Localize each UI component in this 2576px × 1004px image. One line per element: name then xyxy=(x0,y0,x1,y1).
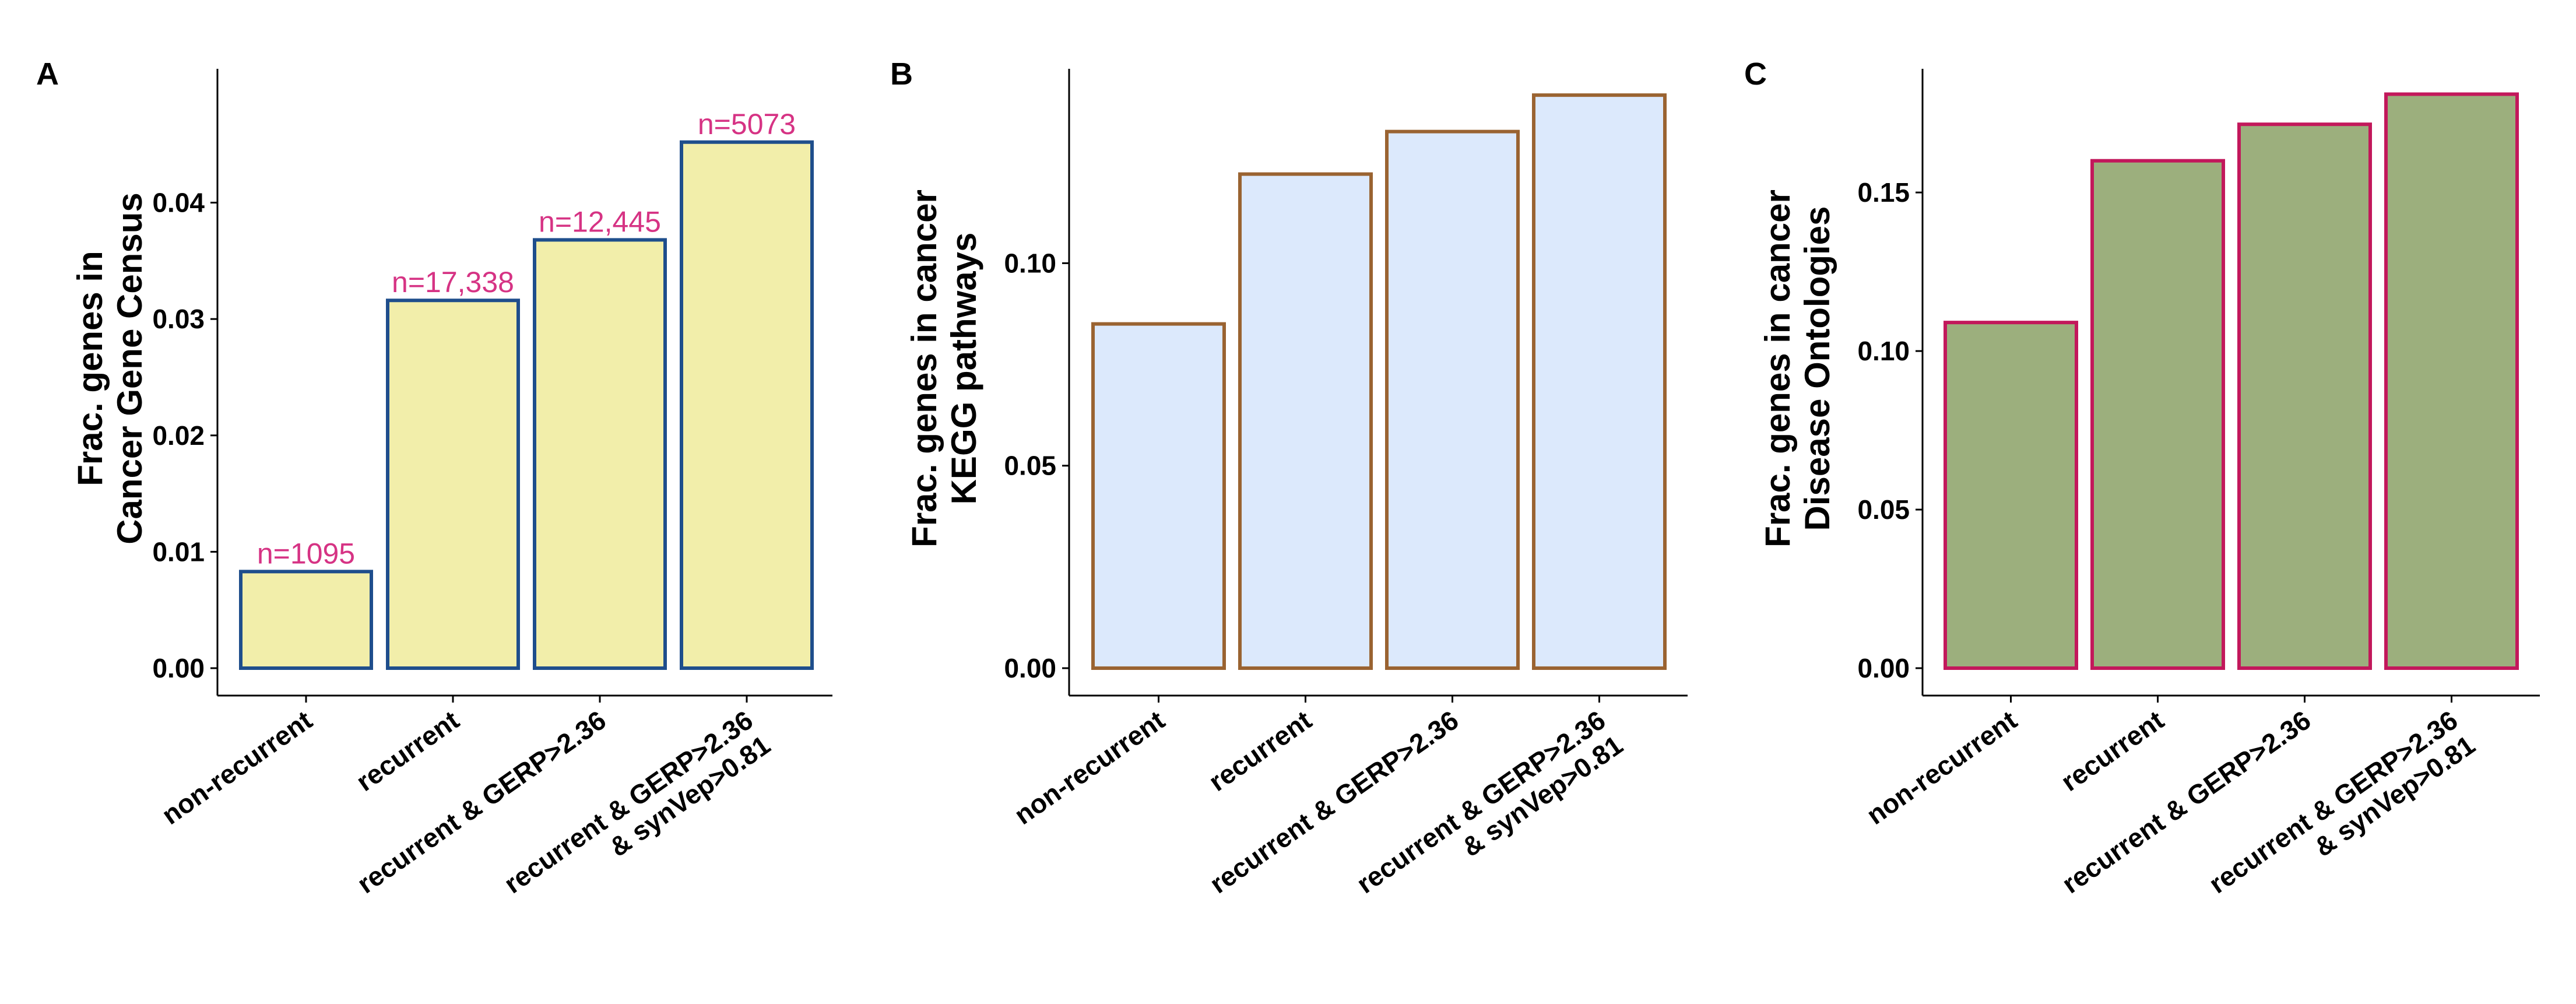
panel-a: A 0.00 0.01 0.02 0.03 0.04 Frac. genes in Cance… xyxy=(36,57,832,924)
panel-c: C 0.00 0.05 0.10 0.15 Frac. genes in cancer Di… xyxy=(1744,57,2540,924)
bar-count-label: n=1095 xyxy=(257,537,355,570)
x-category-label: recurrent & GERP>2.36 xyxy=(2057,705,2317,900)
x-category-label: non-recurrent xyxy=(1861,705,2022,831)
x-category-label: non-recurrent xyxy=(1008,705,1170,831)
panel-letter: C xyxy=(1744,57,1767,92)
bar xyxy=(239,570,373,670)
bar xyxy=(2384,92,2519,670)
panel-letter: B xyxy=(890,57,913,92)
y-tick-label: 0.15 xyxy=(1857,177,1910,208)
y-axis-title: Cancer Gene Census xyxy=(110,192,149,545)
bar xyxy=(1385,129,1520,670)
bar xyxy=(1532,93,1667,670)
y-tick-label: 0.10 xyxy=(1004,248,1056,278)
y-tick-label: 0.02 xyxy=(152,420,205,451)
x-category-label: non-recurrent xyxy=(156,705,318,831)
y-tick-label: 0.00 xyxy=(1004,653,1056,683)
bar xyxy=(2237,122,2372,670)
y-tick-label: 0.03 xyxy=(152,304,205,334)
y-tick-label: 0.05 xyxy=(1004,451,1056,481)
y-tick-label: 0.01 xyxy=(152,536,205,567)
y-tick-label: 0.00 xyxy=(1857,653,1910,683)
bar xyxy=(386,299,520,670)
y-tick-label: 0.05 xyxy=(1857,494,1910,525)
y-axis-title: Frac. genes in cancer xyxy=(1758,189,1797,547)
panel-b: B 0.00 0.05 0.10 Frac. genes in cancer KEGG p… xyxy=(890,57,1688,924)
y-axis-title: Frac. genes in xyxy=(71,251,110,486)
x-category-label: recurrent xyxy=(2055,705,2169,797)
y-axis-title: Disease Ontologies xyxy=(1798,206,1837,531)
y-tick-label: 0.04 xyxy=(152,188,205,218)
x-category-label: recurrent xyxy=(350,705,464,797)
x-category-label: recurrent & GERP>2.36& synVep>0.81 xyxy=(498,705,775,924)
bar xyxy=(2090,159,2225,670)
bar-count-label: n=12,445 xyxy=(539,205,661,238)
bar-count-label: n=17,338 xyxy=(392,266,514,299)
x-category-label: recurrent xyxy=(1203,705,1317,797)
x-category-label: recurrent & GERP>2.36& synVep>0.81 xyxy=(1351,705,1628,924)
bar-count-label: n=5073 xyxy=(698,108,796,141)
bar xyxy=(680,140,814,670)
bar xyxy=(1091,322,1226,670)
x-category-label: recurrent & GERP>2.36 xyxy=(1204,705,1464,900)
y-axis-title: Frac. genes in cancer xyxy=(905,189,944,547)
y-axis-title: KEGG pathways xyxy=(944,233,983,505)
panel-letter: A xyxy=(36,57,59,92)
x-category-label: recurrent & GERP>2.36& synVep>0.81 xyxy=(2204,705,2480,924)
y-tick-label: 0.00 xyxy=(152,653,205,683)
x-category-label: recurrent & GERP>2.36 xyxy=(352,705,612,900)
y-tick-label: 0.10 xyxy=(1857,336,1910,366)
bar xyxy=(1238,172,1373,670)
bar xyxy=(533,238,667,670)
bar xyxy=(1944,321,2078,670)
